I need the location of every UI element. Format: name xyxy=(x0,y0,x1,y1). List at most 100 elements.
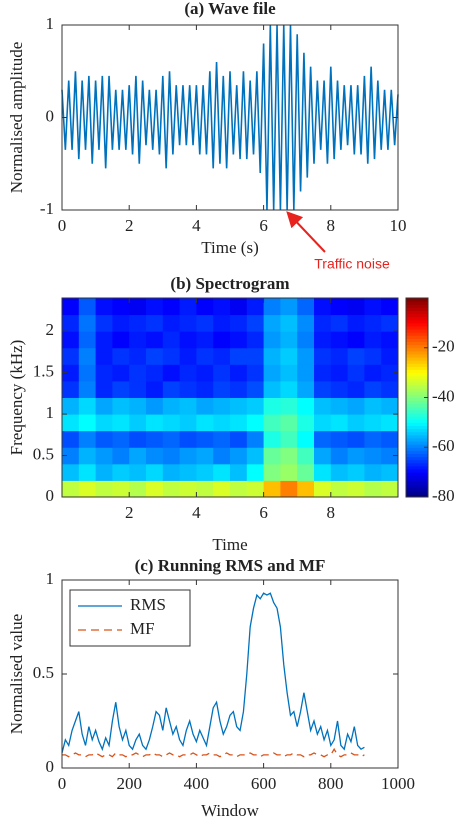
annotation-arrow xyxy=(286,211,326,253)
heat-cell xyxy=(230,380,248,398)
heat-cell xyxy=(364,314,382,332)
heat-cell xyxy=(146,480,164,497)
colorbar-strip xyxy=(406,357,428,361)
heat-cell xyxy=(196,298,214,316)
heat-cell xyxy=(280,364,298,382)
x-axis-label: Time xyxy=(212,535,247,554)
colorbar-strip xyxy=(406,372,428,377)
heat-cell xyxy=(62,397,80,415)
heat-cell xyxy=(347,480,365,497)
heat-cell xyxy=(213,347,231,365)
colorbar-strip xyxy=(406,319,428,324)
colorbar-strip xyxy=(406,434,428,439)
heat-cell xyxy=(146,463,164,481)
heat-cell xyxy=(196,463,214,481)
heat-cell xyxy=(297,364,315,382)
heat-cell xyxy=(78,430,97,448)
heat-cell xyxy=(196,380,214,398)
heat-cell xyxy=(95,314,113,332)
colorbar-tick-label: -80 xyxy=(432,486,455,505)
heat-cell xyxy=(95,447,113,465)
heat-cell xyxy=(95,347,113,365)
colorbar-strip xyxy=(406,413,428,417)
x-tick-label: 10 xyxy=(390,216,407,235)
heat-cell xyxy=(162,480,181,497)
y-tick-label: -1 xyxy=(40,199,54,218)
heat-cell xyxy=(330,397,349,415)
heat-cell xyxy=(78,463,97,481)
heat-cell xyxy=(162,331,181,349)
heat-cell xyxy=(364,463,382,481)
colorbar-strip xyxy=(406,347,428,352)
colorbar-strip xyxy=(406,369,428,374)
heat-cell xyxy=(246,480,265,497)
heat-cell xyxy=(263,430,281,448)
heat-cell xyxy=(146,397,164,415)
heat-cell xyxy=(62,314,80,332)
heat-cell xyxy=(78,480,97,497)
heat-cell xyxy=(129,364,147,382)
heat-cell xyxy=(62,347,80,365)
heat-cell xyxy=(179,463,197,481)
heat-cell xyxy=(364,331,382,349)
heat-cell xyxy=(297,480,315,497)
heat-cell xyxy=(112,331,130,349)
heat-cell xyxy=(330,480,349,497)
heat-cell xyxy=(213,480,231,497)
heat-cell xyxy=(381,347,398,365)
heat-cell xyxy=(297,331,315,349)
colorbar-strip xyxy=(406,313,428,318)
x-tick-label: 0 xyxy=(58,216,67,235)
heat-cell xyxy=(62,480,80,497)
heat-cell xyxy=(330,414,349,432)
heat-cell xyxy=(230,463,248,481)
heat-cell xyxy=(314,314,332,332)
colorbar-strip xyxy=(406,487,428,492)
heat-cell xyxy=(129,480,147,497)
heat-cell xyxy=(179,480,197,497)
heat-cell xyxy=(230,397,248,415)
x-tick-label: 2 xyxy=(125,503,134,522)
heat-cell xyxy=(213,331,231,349)
heat-cell xyxy=(112,347,130,365)
heat-cell xyxy=(364,447,382,465)
heat-cell xyxy=(297,314,315,332)
colorbar-strip xyxy=(406,375,428,380)
y-tick-label: 0.5 xyxy=(33,444,54,463)
heat-cell xyxy=(78,331,97,349)
colorbar-tick-label: -60 xyxy=(432,436,455,455)
heat-cell xyxy=(246,314,265,332)
colorbar-strip xyxy=(406,490,428,495)
heat-cell xyxy=(263,480,281,497)
heat-cell xyxy=(112,397,130,415)
heat-cell xyxy=(246,298,265,316)
heat-cell xyxy=(314,480,332,497)
heat-cell xyxy=(330,430,349,448)
heat-cell xyxy=(129,380,147,398)
legend-label: RMS xyxy=(130,595,166,614)
heat-cell xyxy=(280,463,298,481)
heat-cell xyxy=(162,414,181,432)
y-tick-label: 2 xyxy=(46,320,55,339)
heat-cell xyxy=(95,380,113,398)
heat-cell xyxy=(314,463,332,481)
heat-cell xyxy=(179,380,197,398)
colorbar-strip xyxy=(406,450,428,454)
heat-cell xyxy=(280,397,298,415)
colorbar-strip xyxy=(406,441,428,445)
heat-cell xyxy=(280,480,298,497)
heat-cell xyxy=(263,331,281,349)
heat-cell xyxy=(246,380,265,398)
colorbar-strip xyxy=(406,444,428,448)
heat-cell xyxy=(179,430,197,448)
x-tick-label: 800 xyxy=(318,774,344,793)
heat-cell xyxy=(347,314,365,332)
data-line xyxy=(61,592,365,754)
heat-cell xyxy=(112,314,130,332)
heat-cell xyxy=(280,414,298,432)
y-tick-label: 1 xyxy=(46,569,55,588)
heat-cell xyxy=(330,331,349,349)
heat-cell xyxy=(129,414,147,432)
y-tick-label: 1.5 xyxy=(33,362,54,381)
